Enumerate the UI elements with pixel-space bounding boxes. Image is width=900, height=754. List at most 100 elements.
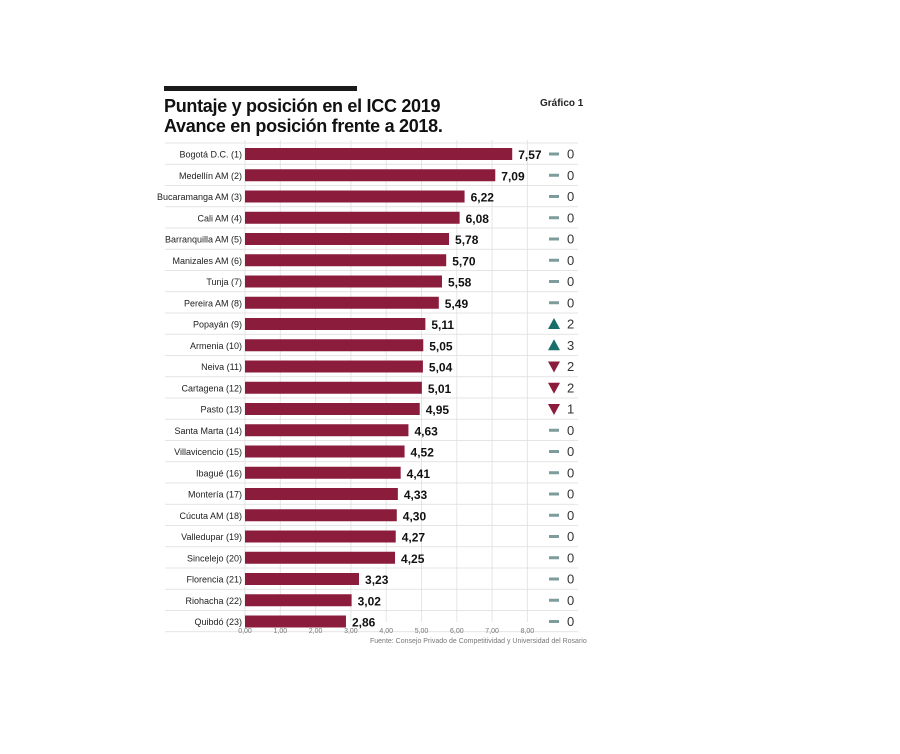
change-label: 0 [567, 465, 574, 480]
no-change-icon [549, 195, 559, 198]
bar [245, 318, 426, 330]
change-label: 2 [567, 359, 574, 374]
x-tick-label: 4,00 [379, 628, 393, 635]
change-label: 0 [567, 550, 574, 565]
change-label: 0 [567, 168, 574, 183]
no-change-icon [549, 152, 559, 156]
value-label: 5,04 [429, 361, 453, 375]
change-label: 0 [567, 423, 574, 438]
category-label: Riohacha (22) [185, 596, 242, 606]
value-label: 4,33 [404, 488, 428, 502]
value-label: 4,27 [402, 531, 426, 545]
change-label: 0 [567, 593, 574, 608]
category-label: Popayán (9) [193, 320, 242, 330]
category-label: Neiva (11) [201, 362, 242, 372]
change-label: 3 [567, 338, 574, 353]
no-change-icon [549, 173, 559, 177]
value-label: 3,02 [358, 594, 382, 608]
no-change-icon [549, 258, 559, 262]
x-tick-label: 5,00 [415, 628, 429, 635]
change-label: 0 [567, 189, 574, 204]
change-label: 0 [567, 232, 574, 247]
bar [245, 381, 422, 394]
value-label: 2,86 [352, 616, 376, 630]
no-change-icon [549, 450, 559, 453]
category-label: Montería (17) [188, 490, 242, 500]
no-change-icon [549, 237, 559, 241]
category-label: Quibdó (23) [194, 617, 242, 627]
no-change-icon [549, 492, 559, 496]
change-label: 2 [567, 317, 574, 332]
change-label: 0 [567, 487, 574, 502]
no-change-icon [549, 216, 559, 220]
no-change-icon [549, 280, 559, 283]
value-label: 5,78 [455, 233, 479, 247]
no-change-icon [549, 556, 559, 560]
bar [245, 403, 420, 415]
category-label: Florencia (21) [186, 575, 242, 585]
category-label: Cúcuta AM (18) [179, 511, 242, 521]
value-label: 5,49 [445, 297, 469, 311]
value-label: 6,08 [466, 212, 490, 226]
value-label: 5,58 [448, 276, 472, 290]
value-label: 5,01 [428, 382, 452, 396]
category-label: Bucaramanga AM (3) [157, 192, 242, 202]
value-label: 5,70 [452, 254, 476, 268]
down-arrow-icon [548, 404, 560, 415]
category-label: Pereira AM (8) [184, 298, 242, 308]
x-tick-label: 3,00 [344, 628, 358, 635]
bar [245, 211, 460, 224]
bar [245, 360, 423, 373]
x-tick-label: 6,00 [450, 628, 464, 635]
category-label: Sincelejo (20) [187, 553, 242, 563]
category-label: Tunja (7) [206, 277, 242, 287]
category-label: Villavicencio (15) [174, 447, 242, 457]
category-label: Ibagué (16) [196, 468, 242, 478]
bar [245, 551, 396, 564]
bar [245, 615, 346, 628]
change-label: 0 [567, 210, 574, 225]
change-label: 0 [567, 295, 574, 310]
value-label: 4,25 [401, 552, 425, 566]
change-label: 0 [567, 508, 574, 523]
bar [245, 275, 442, 288]
bar [245, 339, 424, 352]
value-label: 7,09 [501, 169, 525, 183]
value-label: 4,30 [403, 509, 427, 523]
category-label: Cartagena (12) [181, 383, 242, 393]
bar [245, 424, 409, 437]
bar [245, 169, 496, 182]
no-change-icon [549, 577, 559, 581]
bar [245, 530, 396, 543]
x-tick-label: 8,00 [521, 628, 535, 635]
value-label: 5,05 [429, 339, 453, 353]
change-label: 0 [567, 529, 574, 544]
value-label: 3,23 [365, 573, 389, 587]
category-label: Pasto (13) [200, 405, 242, 415]
change-label: 1 [567, 402, 574, 417]
value-label: 4,41 [407, 467, 431, 481]
up-arrow-icon [548, 339, 560, 351]
figure-label: Gráfico 1 [540, 98, 584, 109]
bar [245, 466, 401, 479]
bar [245, 445, 405, 458]
title-rule [164, 86, 357, 91]
no-change-icon [549, 301, 559, 305]
change-label: 0 [567, 614, 574, 629]
no-change-icon [549, 428, 559, 432]
no-change-icon [549, 620, 559, 623]
bar [245, 190, 465, 203]
change-label: 2 [567, 380, 574, 395]
bar [245, 254, 447, 267]
bar [245, 233, 450, 245]
bar [245, 594, 352, 607]
down-arrow-icon [548, 382, 560, 394]
bar [245, 488, 398, 500]
value-label: 4,63 [414, 424, 438, 438]
value-label: 6,22 [471, 191, 495, 205]
x-tick-label: 7,00 [485, 628, 499, 635]
no-change-icon [549, 471, 559, 475]
value-label: 7,57 [518, 148, 542, 162]
